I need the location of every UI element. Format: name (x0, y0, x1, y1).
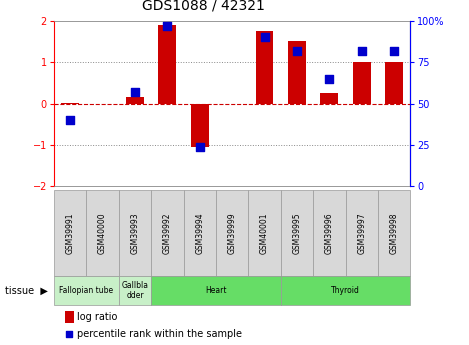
Point (164, 23, 171, 28)
Text: GSM39998: GSM39998 (390, 212, 399, 254)
Bar (346, 190, 378, 276)
Text: log ratio: log ratio (77, 312, 117, 322)
Text: GSM39997: GSM39997 (357, 212, 366, 254)
Bar (378, 190, 410, 276)
Text: Fallopian tube: Fallopian tube (59, 286, 113, 295)
Text: GSM40001: GSM40001 (260, 212, 269, 254)
Bar (183, 190, 216, 276)
Bar (191, 104, 209, 147)
Bar (54, 276, 119, 305)
Bar (313, 190, 346, 276)
Text: GSM40000: GSM40000 (98, 212, 107, 254)
Bar (320, 93, 338, 104)
Point (325, 76, 333, 81)
Text: GSM39995: GSM39995 (293, 212, 302, 254)
Point (364, 253, 372, 258)
Bar (256, 31, 273, 104)
Text: GSM39994: GSM39994 (195, 212, 204, 254)
Text: GSM39992: GSM39992 (163, 212, 172, 254)
Bar (288, 41, 306, 104)
Bar (353, 62, 371, 104)
Point (131, 89, 139, 95)
Point (196, 144, 204, 149)
Bar (86, 190, 119, 276)
Bar (65, 310, 74, 323)
Bar (249, 190, 281, 276)
Point (67, 117, 74, 123)
Bar (281, 190, 313, 276)
Bar (119, 276, 151, 305)
Text: tissue  ▶: tissue ▶ (5, 286, 47, 296)
Bar (119, 190, 151, 276)
Bar (281, 276, 410, 305)
Text: GSM39993: GSM39993 (130, 212, 139, 254)
Point (261, 34, 268, 40)
Bar (61, 103, 79, 104)
Text: Gallbla
dder: Gallbla dder (121, 281, 149, 300)
Text: percentile rank within the sample: percentile rank within the sample (77, 329, 242, 339)
Text: GSM39996: GSM39996 (325, 212, 334, 254)
Bar (216, 190, 249, 276)
Text: GDS1088 / 42321: GDS1088 / 42321 (142, 0, 265, 12)
Bar (385, 62, 403, 104)
Text: Thyroid: Thyroid (331, 286, 360, 295)
Text: GSM39999: GSM39999 (227, 212, 237, 254)
Bar (151, 190, 183, 276)
Bar (151, 276, 281, 305)
Text: GSM39991: GSM39991 (66, 212, 75, 254)
Bar (159, 25, 176, 104)
Point (390, 48, 398, 53)
Bar (126, 97, 144, 104)
Point (358, 48, 365, 53)
Bar (54, 190, 86, 276)
Text: Heart: Heart (205, 286, 227, 295)
Point (293, 48, 301, 53)
